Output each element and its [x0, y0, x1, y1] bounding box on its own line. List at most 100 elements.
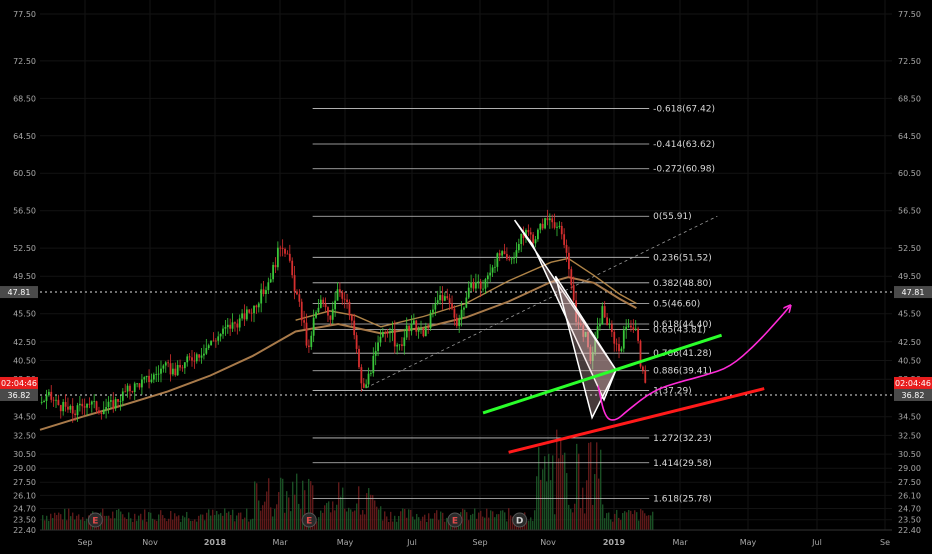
- candle-body: [59, 405, 62, 412]
- candle-body: [157, 373, 160, 375]
- volume-bar: [424, 514, 426, 530]
- volume-bar: [64, 508, 66, 530]
- candle-body: [606, 317, 608, 325]
- volume-bar: [246, 508, 248, 530]
- volume-bar: [290, 511, 292, 530]
- right-price-axis[interactable]: 77.50 72.50 68.50 64.50 60.50 56.50 52.50 49.50…: [898, 10, 921, 535]
- volume-bar: [356, 503, 358, 530]
- y-tick-label-left: 34.50: [13, 413, 36, 422]
- drawings[interactable]: [482, 219, 790, 454]
- candle-body: [439, 295, 441, 301]
- candle-body: [403, 337, 406, 347]
- earnings-badge[interactable]: [301, 512, 317, 528]
- volume-bar: [388, 521, 390, 530]
- candle-body: [362, 383, 365, 388]
- candle-body: [131, 391, 134, 392]
- candle-body: [446, 296, 449, 299]
- y-tick-label-left: 24.70: [13, 504, 36, 513]
- candle-body: [143, 377, 146, 380]
- volume-bar: [118, 509, 120, 530]
- volume-bar: [230, 514, 232, 530]
- candle-body: [152, 374, 155, 380]
- volume-bar: [408, 509, 410, 530]
- dividend-badge[interactable]: [512, 512, 528, 528]
- volume-bar: [598, 478, 600, 530]
- x-tick-label: Sep: [77, 538, 92, 547]
- x-tick-label: 2019: [603, 538, 626, 547]
- candle-body: [384, 332, 387, 333]
- volume-bar: [584, 513, 586, 530]
- volume-bar: [438, 520, 440, 530]
- candle-body: [207, 345, 210, 349]
- candle-body: [420, 328, 422, 330]
- candle-body: [241, 313, 243, 319]
- candle-body: [198, 354, 201, 358]
- volume-bar: [276, 504, 278, 530]
- volume-bar: [580, 508, 582, 530]
- volume-bar: [462, 508, 464, 530]
- volume-bar: [412, 516, 414, 530]
- candle-body: [317, 307, 320, 313]
- volume-bar: [624, 511, 626, 530]
- volume-bar: [360, 514, 362, 530]
- volume-bar: [120, 511, 122, 530]
- candle-body: [43, 401, 45, 403]
- projection-path[interactable]: [597, 306, 790, 421]
- earnings-badge[interactable]: [447, 512, 463, 528]
- volume-bar: [82, 517, 84, 530]
- candle-body: [186, 356, 189, 363]
- wedge-pattern[interactable]: [513, 219, 617, 402]
- volume-bar: [502, 510, 504, 530]
- candle-body: [572, 284, 575, 301]
- candle-body: [455, 317, 458, 326]
- time-axis[interactable]: Sep Nov 2018 Mar May Jul Sep Nov 2019 Mar May Jul Se: [40, 529, 892, 547]
- volume-bar: [184, 517, 186, 530]
- candle-body: [634, 328, 637, 330]
- volume-bar: [142, 520, 144, 530]
- volume-bar: [510, 515, 512, 530]
- volume-bar: [640, 509, 642, 530]
- candle-body: [565, 244, 568, 253]
- volume-bar: [136, 520, 138, 530]
- candle-body: [126, 385, 129, 392]
- y-tick-label-right: 30.50: [898, 450, 921, 459]
- volume-bar: [180, 521, 182, 530]
- candle-body: [599, 324, 601, 327]
- candle-body: [236, 323, 239, 328]
- volume-bar: [556, 429, 558, 530]
- volume-bar: [236, 515, 238, 530]
- volume-bar: [634, 510, 636, 530]
- left-price-axis[interactable]: 77.50 72.50 68.50 64.50 60.50 56.50 52.50 49.50…: [13, 10, 36, 535]
- candle-body: [229, 324, 232, 329]
- volume-bar: [216, 510, 218, 530]
- wedge-pattern-lower[interactable]: [554, 275, 617, 420]
- earnings-badge[interactable]: [87, 512, 103, 528]
- volume-bar: [252, 518, 254, 530]
- red-trendline[interactable]: [508, 387, 765, 454]
- candle-body: [133, 383, 136, 392]
- y-tick-label-right: 68.50: [898, 94, 921, 103]
- volume-bar: [188, 518, 190, 530]
- candle-body: [169, 363, 172, 375]
- volume-bar: [582, 487, 584, 530]
- candle-body: [618, 344, 620, 352]
- volume-bar: [336, 504, 338, 530]
- candle-body: [205, 348, 208, 354]
- candle-body: [212, 340, 215, 342]
- candle-body: [334, 300, 337, 310]
- volume-bar: [176, 516, 178, 530]
- volume-bar: [224, 508, 226, 530]
- candle-body: [458, 319, 461, 326]
- candle-body: [98, 410, 100, 414]
- candle-body: [589, 346, 592, 361]
- candle-body: [517, 243, 520, 251]
- candle-body: [613, 331, 616, 344]
- candle-body: [136, 383, 139, 385]
- green-trendline[interactable]: [482, 333, 723, 415]
- candle-body: [360, 367, 363, 384]
- volume-bar: [476, 518, 478, 530]
- volume-bar: [128, 512, 130, 530]
